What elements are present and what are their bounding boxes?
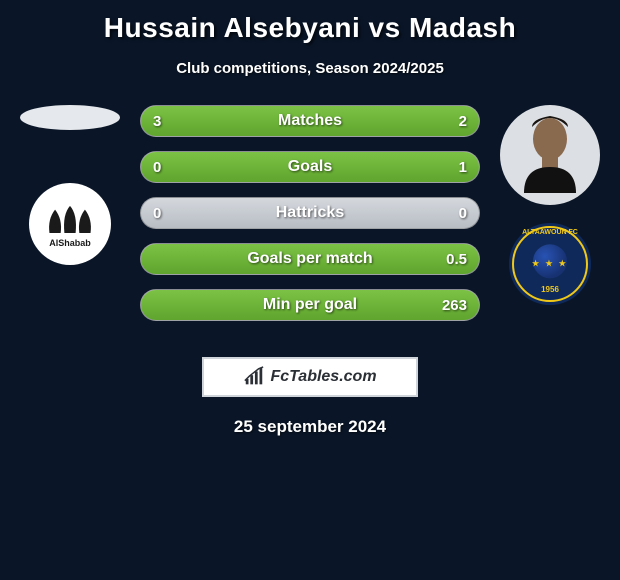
left-player-photo-placeholder [20, 105, 120, 130]
stat-label: Hattricks [141, 198, 479, 228]
stat-bars: 32Matches 01Goals 00Hattricks 0.5Goals per … [140, 105, 480, 335]
left-club-name: AlShabab [49, 238, 91, 248]
alshabab-logo-icon [42, 200, 98, 238]
stat-bar: 0.5Goals per match [140, 243, 480, 275]
right-player-column: ALTAAWOUN FC ★ ★ ★ 1956 [490, 105, 610, 305]
fctables-badge[interactable]: FcTables.com [202, 357, 418, 397]
stat-bar: 263Min per goal [140, 289, 480, 321]
date-text: 25 september 2024 [0, 417, 620, 437]
stat-label: Matches [141, 106, 479, 136]
player-silhouette-icon [520, 113, 580, 193]
stat-label: Min per goal [141, 290, 479, 320]
left-player-column: AlShabab [10, 105, 130, 265]
right-club-year: 1956 [509, 285, 591, 294]
stats-area: AlShabab ALTAAWOUN FC ★ ★ ★ 1956 32Match… [0, 105, 620, 345]
page-title: Hussain Alsebyani vs Madash [0, 0, 620, 44]
badge-text: FcTables.com [270, 368, 376, 386]
subtitle: Club competitions, Season 2024/2025 [0, 60, 620, 77]
right-player-photo [500, 105, 600, 205]
stat-label: Goals [141, 152, 479, 182]
stat-bar: 01Goals [140, 151, 480, 183]
right-club-logo: ALTAAWOUN FC ★ ★ ★ 1956 [509, 223, 591, 305]
stat-label: Goals per match [141, 244, 479, 274]
stat-bar: 32Matches [140, 105, 480, 137]
right-club-name-top: ALTAAWOUN FC [509, 229, 591, 236]
stat-bar: 00Hattricks [140, 197, 480, 229]
left-club-logo: AlShabab [29, 183, 111, 265]
chart-icon [243, 366, 265, 388]
club-stars-icon: ★ ★ ★ [532, 259, 568, 268]
